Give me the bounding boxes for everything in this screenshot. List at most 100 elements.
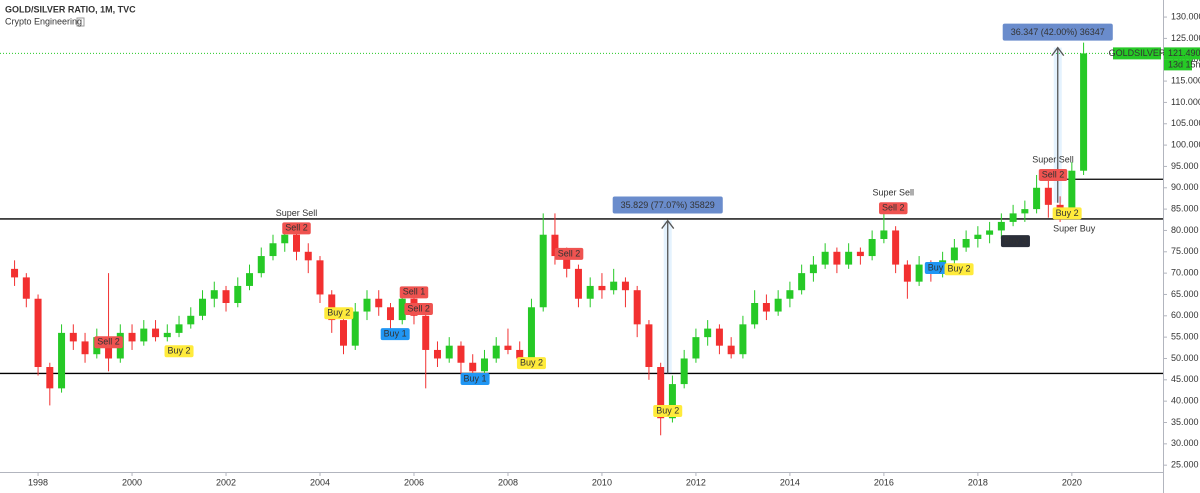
candle-body	[563, 256, 571, 269]
candle-body	[504, 345, 512, 350]
candle-body	[621, 281, 629, 291]
candle-body	[762, 303, 770, 312]
candle-body	[657, 367, 665, 419]
signal-label: Buy 2	[656, 405, 679, 415]
candle-body	[1044, 187, 1052, 205]
signal-box	[94, 336, 123, 349]
candle-body	[433, 349, 441, 359]
signal-label: Sell 2	[285, 223, 308, 233]
candle-body	[833, 251, 841, 265]
candle-body	[751, 303, 759, 325]
signal-label: Buy 2	[948, 264, 971, 274]
candle-body	[293, 234, 301, 252]
y-tick-label: 130.000	[1171, 11, 1200, 21]
signal-box	[1038, 168, 1068, 181]
candle-body	[598, 285, 606, 291]
candle-body	[351, 311, 359, 346]
candle-body	[997, 221, 1005, 231]
x-tick-label: 2008	[498, 477, 518, 487]
y-tick-label: 110.000	[1171, 97, 1200, 107]
price-tag: 121.490	[1168, 48, 1200, 58]
signal-box	[282, 222, 311, 235]
x-tick-label: 2002	[216, 477, 236, 487]
candle-body	[715, 328, 723, 346]
x-tick-label: 2020	[1062, 477, 1082, 487]
signal-label: Sell 1	[403, 287, 426, 297]
price-tag-box	[1164, 47, 1200, 60]
signal-label: Sell 2	[97, 337, 120, 347]
signal-label: Buy	[928, 262, 944, 272]
x-tick-label: 2010	[592, 477, 612, 487]
candle-body	[1021, 209, 1029, 214]
signal-label: Buy 1	[384, 329, 407, 339]
candle-body	[809, 264, 817, 274]
y-tick-label: 85.000	[1171, 203, 1199, 213]
signal-box	[404, 302, 433, 315]
x-tick-label: 2014	[780, 477, 800, 487]
candle-body	[46, 367, 54, 389]
candle-body	[422, 315, 430, 350]
candle-body	[480, 358, 488, 372]
candle-body	[234, 285, 242, 304]
x-tick-label: 1998	[28, 477, 48, 487]
signal-box	[460, 372, 490, 385]
candle-body	[257, 256, 265, 274]
candle-body	[950, 247, 958, 261]
candle-body	[739, 324, 747, 355]
candle-body	[445, 345, 453, 359]
candle-body	[915, 264, 923, 282]
signal-box	[944, 263, 974, 276]
candle-body	[539, 234, 547, 308]
candle-body	[633, 290, 641, 325]
y-tick-label: 125.000	[1171, 33, 1200, 43]
countdown-box	[1164, 59, 1192, 71]
signal-label: Buy 1	[464, 373, 487, 383]
y-tick-label: 30.000	[1171, 438, 1199, 448]
x-tick-label: 2012	[686, 477, 706, 487]
y-tick-label: 60.000	[1171, 310, 1199, 320]
signal-box	[380, 328, 410, 341]
signal-label: Buy 2	[327, 308, 350, 318]
signal-label: Buy 2	[168, 346, 191, 356]
signal-box	[164, 345, 194, 358]
candle-body	[986, 230, 994, 235]
candle-body	[210, 290, 218, 299]
candle-body	[339, 320, 347, 346]
countdown: 13d 15h	[1168, 59, 1200, 69]
candle-body	[492, 345, 500, 359]
y-tick-label: 95.000	[1171, 161, 1199, 171]
candle-body	[58, 332, 66, 389]
signal-label: Super Buy	[1053, 224, 1096, 234]
candle-body	[798, 273, 806, 291]
candle-body	[1009, 213, 1017, 222]
candle-body	[680, 358, 688, 385]
candle-body	[222, 290, 230, 304]
y-tick-label: 55.000	[1171, 332, 1199, 342]
signal-box	[554, 247, 584, 260]
signal-box	[324, 307, 354, 320]
signal-label: Super Sell	[276, 208, 318, 218]
candle-body	[152, 328, 160, 338]
candle-body	[11, 268, 19, 278]
candle-body	[1080, 53, 1088, 171]
candle-body	[645, 324, 653, 368]
candle-body	[81, 341, 89, 355]
measure-label-box	[1002, 23, 1113, 41]
signal-label: Buy 2	[520, 358, 543, 368]
signal-box	[924, 262, 947, 275]
candle-body	[610, 281, 618, 291]
candle-body	[199, 298, 207, 316]
candle-body	[375, 298, 383, 308]
candle-body	[175, 324, 183, 333]
y-tick-label: 105.000	[1171, 118, 1200, 128]
y-tick-label: 90.000	[1171, 182, 1199, 192]
chart-subtitle: Crypto Engineering	[5, 16, 82, 26]
signal-label: Super Sell	[1032, 154, 1074, 164]
candle-body	[727, 345, 735, 355]
candle-body	[868, 238, 876, 257]
signal-box	[399, 286, 429, 299]
x-tick-label: 2004	[310, 477, 330, 487]
candle-body	[457, 345, 465, 363]
candle-body	[163, 332, 171, 338]
